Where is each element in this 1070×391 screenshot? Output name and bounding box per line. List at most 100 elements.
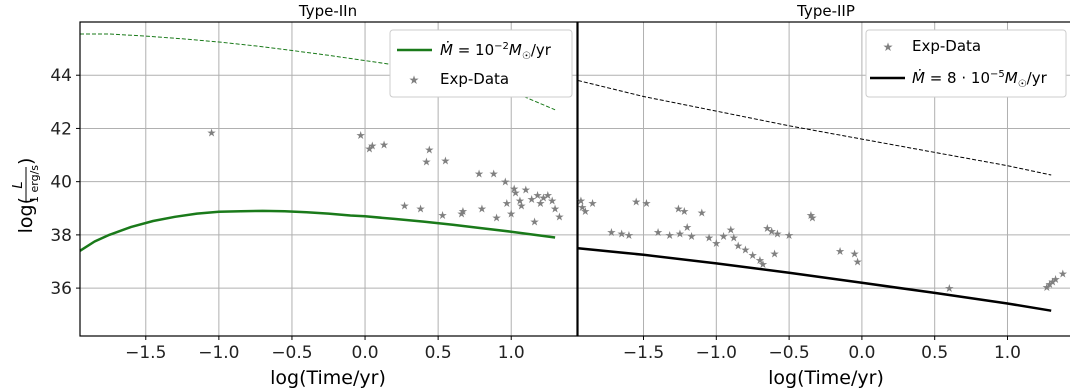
data-point-star: ★: [1048, 275, 1058, 288]
data-point-star: ★: [729, 232, 739, 245]
legend-entry-data: Exp-Data: [440, 70, 509, 88]
y-axis-label-numerator: L: [11, 181, 26, 188]
data-point-star: ★: [441, 154, 451, 167]
data-point-star: ★: [682, 221, 692, 234]
y-tick-label: 42: [50, 119, 72, 139]
y-tick-label: 36: [50, 279, 72, 299]
data-point-star: ★: [665, 229, 675, 242]
data-point-star: ★: [364, 142, 374, 155]
data-point-star: ★: [474, 168, 484, 181]
data-point-star: ★: [675, 228, 685, 241]
ticks: −1.5 −1.0 −0.5 0.0 0.5 1.0: [623, 336, 1021, 363]
data-point-star: ★: [492, 212, 502, 225]
x-tick-label: 0.0: [352, 343, 379, 363]
legend: ★ Exp-Data Ṁ = 8 · 10−5M☉/yr: [865, 29, 1067, 98]
data-point-star: ★: [533, 189, 543, 202]
data-point-star: ★: [400, 200, 410, 213]
data-point-star: ★: [527, 193, 537, 206]
x-axis-label: log(Time/yr): [270, 367, 386, 389]
data-point-star: ★: [511, 186, 521, 199]
x-tick-label: −1.0: [696, 343, 737, 363]
legend-star-marker: ★: [409, 73, 420, 87]
data-point-star: ★: [577, 201, 587, 214]
x-axis-label: log(Time/yr): [768, 367, 884, 389]
y-tick-label: 38: [50, 226, 72, 246]
data-point-star: ★: [850, 248, 860, 261]
x-tick-label: 1.0: [994, 343, 1021, 363]
panel-title: Type-IIP: [796, 2, 855, 20]
data-point-star: ★: [784, 229, 794, 242]
data-point-star: ★: [1051, 273, 1061, 286]
series-line-model: [577, 246, 1052, 312]
data-point-star: ★: [704, 232, 714, 245]
data-point-star: ★: [679, 205, 689, 218]
x-tick-label: −1.5: [125, 343, 166, 363]
data-point-star: ★: [489, 168, 499, 181]
data-point-star: ★: [515, 194, 525, 207]
data-point-star: ★: [550, 202, 560, 215]
data-point-star: ★: [458, 205, 468, 218]
legend-entry-model: Ṁ = 10−2M☉/yr: [440, 40, 552, 62]
plot-frame: [79, 21, 578, 337]
panel-type-iin: Type-IIn ★ ★★★ ★★ ★★★★★★★★★★★★★★★★★★★★★★★★★…: [50, 2, 578, 389]
data-point-star: ★: [607, 226, 617, 239]
panel-title: Type-IIn: [298, 2, 357, 20]
y-tick-label: 40: [50, 173, 72, 193]
data-point-star: ★: [530, 216, 540, 229]
data-point-star: ★: [506, 208, 516, 221]
data-point-star: ★: [687, 230, 697, 243]
data-point-star: ★: [944, 282, 954, 295]
data-point-star: ★: [726, 224, 736, 237]
data-point-star: ★: [767, 225, 777, 238]
plot-frame: [577, 21, 1070, 337]
series-line-model: [79, 209, 556, 252]
data-point-star: ★: [1042, 281, 1052, 294]
data-point-star: ★: [740, 244, 750, 257]
data-point-star: ★: [653, 226, 663, 239]
data-point-star: ★: [770, 248, 780, 261]
data-point-star: ★: [517, 200, 527, 213]
data-point-star: ★: [835, 245, 845, 258]
x-tick-label: −1.5: [623, 343, 664, 363]
legend-star-marker: ★: [883, 40, 894, 54]
data-point-star: ★: [733, 240, 743, 253]
x-tick-label: −0.5: [768, 343, 809, 363]
series-layer: ★★★★★ ★★★ ★★ ★★★★★★★★★★★★★★★★★★★★★ ★★★★ ★★★ ★★…: [576, 80, 1068, 312]
legend-entry-data: Exp-Data: [912, 37, 981, 55]
legend-entry-model: Ṁ = 8 · 10−5M☉/yr: [912, 68, 1048, 90]
y-tick-label: 44: [50, 66, 72, 86]
data-point-star: ★: [719, 230, 729, 243]
data-point-star: ★: [367, 140, 377, 153]
data-point-star: ★: [806, 209, 816, 222]
x-tick-label: 0.5: [921, 343, 948, 363]
data-point-star: ★: [500, 176, 510, 189]
data-point-star: ★: [758, 258, 768, 271]
panel-type-iip: Type-IIP ★★★★★ ★★★ ★★ ★★★★★★★★★★★★★★★★★★★★★…: [576, 2, 1070, 389]
data-point-star: ★: [711, 237, 721, 250]
legend: Ṁ = 10−2M☉/yr ★ Exp-Data: [389, 29, 573, 98]
data-point-star: ★: [356, 129, 366, 142]
data-point-star: ★: [580, 205, 590, 218]
data-point-star: ★: [536, 197, 546, 210]
data-point-star: ★: [576, 194, 586, 207]
y-axis-label-prefix: log(: [15, 197, 37, 233]
y-axis-label: log( L 1 erg/s ): [11, 158, 41, 234]
ticks: −1.5 −1.0 −0.5 0.0 0.5 1.0 36 38 40 42 44: [50, 66, 524, 363]
x-tick-label: 0.5: [425, 343, 452, 363]
data-point-star: ★: [502, 197, 512, 210]
legend-box: [389, 29, 573, 98]
data-point-star: ★: [422, 156, 432, 169]
data-point-star: ★: [424, 144, 434, 157]
legend-box: [865, 29, 1067, 98]
data-point-star: ★: [641, 197, 651, 210]
data-point-star: ★: [674, 202, 684, 215]
series-line-dashed: [577, 80, 1052, 176]
x-tick-label: −0.5: [271, 343, 312, 363]
data-point-star: ★: [755, 254, 765, 267]
data-point-star: ★: [631, 196, 641, 209]
data-point-star: ★: [773, 228, 783, 241]
data-point-star: ★: [521, 184, 531, 197]
series-layer: ★ ★★★ ★★ ★★★★★★★★★★★★★★★★★★★★★★★★★★★★: [79, 33, 565, 252]
y-axis-label-suffix: ): [15, 158, 37, 165]
